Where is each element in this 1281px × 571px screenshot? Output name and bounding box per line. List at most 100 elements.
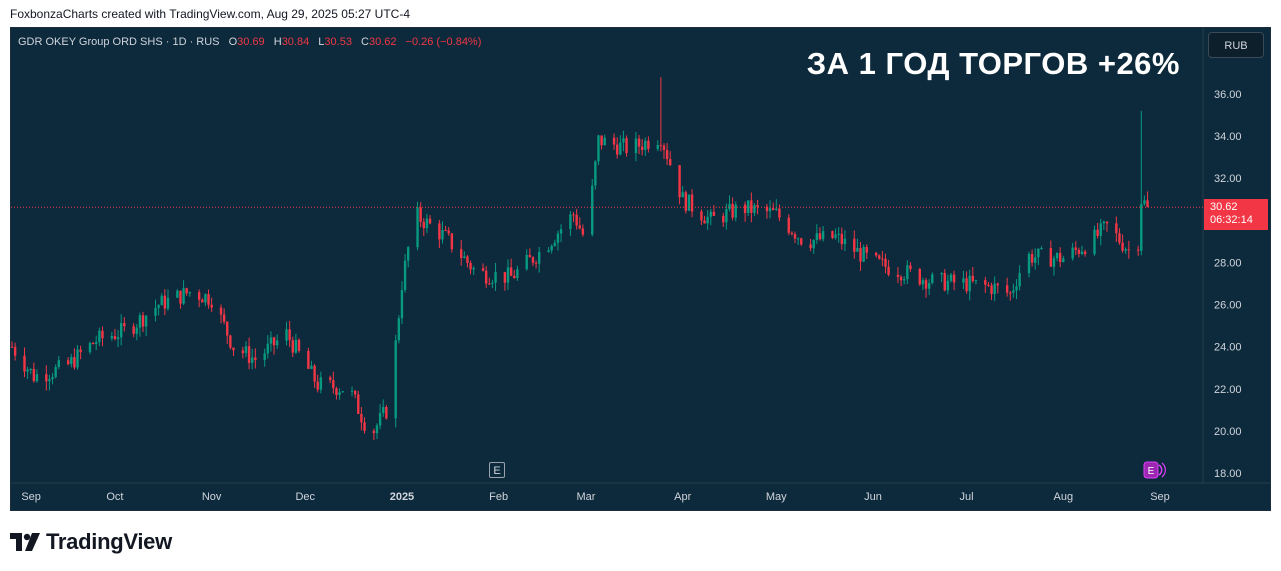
candle-body	[98, 330, 101, 343]
candle-body	[79, 349, 82, 353]
candle-body	[157, 305, 160, 308]
candle-body	[793, 234, 797, 239]
candle-body	[669, 159, 672, 166]
candle-body	[57, 360, 60, 367]
candle-body	[35, 374, 39, 382]
candle-body	[91, 342, 95, 345]
candle-body	[974, 280, 978, 282]
candle-body	[357, 394, 360, 414]
candle-body	[778, 208, 781, 218]
candle-body	[662, 145, 666, 150]
candle-body	[163, 295, 167, 309]
candle-body	[232, 347, 235, 351]
candle-body	[597, 135, 600, 162]
candle-body	[394, 340, 397, 419]
candle-body	[865, 246, 868, 253]
candle-body	[771, 208, 775, 210]
candle-body	[581, 228, 585, 235]
candle-body	[419, 207, 422, 222]
candle-body	[101, 330, 104, 339]
symbol-legend[interactable]: GDR OKEY Group ORD SHS · 1D · RUS O30.69…	[18, 36, 481, 48]
candle-body	[931, 274, 934, 284]
candle-body	[594, 161, 597, 186]
high-value: 30.84	[281, 36, 310, 48]
candle-body	[1037, 248, 1040, 258]
candle-body	[538, 251, 541, 264]
candle-body	[375, 425, 379, 434]
candle-body	[244, 346, 248, 354]
candle-body	[637, 138, 641, 147]
x-tick-label: 2025	[390, 491, 414, 503]
candle-body	[681, 192, 684, 198]
candle-body	[728, 203, 731, 210]
y-tick-label: 34.00	[1214, 131, 1242, 143]
candle-body	[422, 221, 425, 229]
symbol-title[interactable]: GDR OKEY Group ORD SHS · 1D · RUS	[18, 36, 220, 48]
candle-body	[119, 323, 123, 338]
candle-body	[360, 413, 363, 423]
candle-body	[182, 288, 185, 304]
candle-body	[659, 145, 663, 147]
candle-body	[176, 290, 179, 298]
candle-body	[179, 290, 182, 304]
candle-body	[488, 283, 491, 285]
candle-body	[1077, 249, 1081, 254]
candle-body	[51, 376, 54, 380]
candle-body	[154, 307, 157, 316]
candle-body	[687, 194, 691, 211]
candle-body	[921, 280, 925, 285]
candle-body	[378, 413, 382, 426]
currency-button[interactable]: RUB	[1208, 32, 1264, 58]
candle-body	[756, 205, 759, 207]
candle-body	[927, 283, 931, 289]
candle-body	[132, 326, 135, 334]
candle-body	[1071, 247, 1074, 259]
candle-body	[166, 297, 170, 309]
candle-body	[856, 248, 859, 252]
candle-body	[335, 388, 338, 395]
candle-body	[319, 377, 323, 390]
candle-body	[428, 218, 432, 224]
candle-body	[425, 218, 429, 229]
x-tick-label: Apr	[674, 491, 691, 503]
candle-body	[29, 368, 32, 370]
candle-body	[332, 379, 335, 389]
candle-body	[859, 248, 862, 262]
candle-body	[406, 247, 410, 261]
candle-body	[640, 146, 644, 150]
candle-body	[66, 360, 70, 365]
candle-body	[534, 262, 538, 264]
candle-body	[971, 275, 975, 282]
candle-body	[946, 280, 950, 291]
y-tick-label: 28.00	[1214, 257, 1242, 269]
candle-body	[229, 335, 232, 348]
candle-body	[800, 238, 803, 245]
candle-body	[575, 214, 578, 226]
candle-body	[840, 233, 844, 245]
candle-body	[634, 138, 638, 154]
candle-body	[1127, 249, 1131, 251]
candle-body	[26, 369, 29, 372]
tradingview-logo-icon	[10, 533, 40, 551]
chart-headline: ЗА 1 ГОД ТОРГОВ +26%	[806, 46, 1180, 81]
candle-body	[996, 283, 999, 286]
x-tick-label: Sep	[1150, 491, 1170, 503]
candle-body	[600, 135, 603, 146]
candle-body	[909, 265, 912, 270]
last-price-value: 30.62	[1210, 201, 1238, 213]
candle-body	[747, 200, 750, 214]
y-tick-label: 20.00	[1214, 426, 1242, 438]
candle-body	[1143, 200, 1146, 205]
candlestick-chart[interactable]: 36.0034.0032.0030.0028.0026.0024.0022.00…	[11, 28, 1270, 510]
candle-body	[472, 268, 475, 270]
earnings-upcoming-icon[interactable]: E	[1143, 461, 1169, 479]
candle-body	[812, 239, 815, 249]
candle-body	[160, 295, 163, 306]
candle-body	[110, 336, 114, 339]
candle-body	[441, 230, 444, 240]
chart-panel[interactable]: 36.0034.0032.0030.0028.0026.0024.0022.00…	[10, 27, 1271, 511]
candle-body	[70, 357, 73, 365]
earnings-marker[interactable]: E	[489, 462, 505, 478]
tradingview-logo[interactable]: TradingView	[10, 529, 172, 554]
candle-body	[612, 137, 616, 145]
